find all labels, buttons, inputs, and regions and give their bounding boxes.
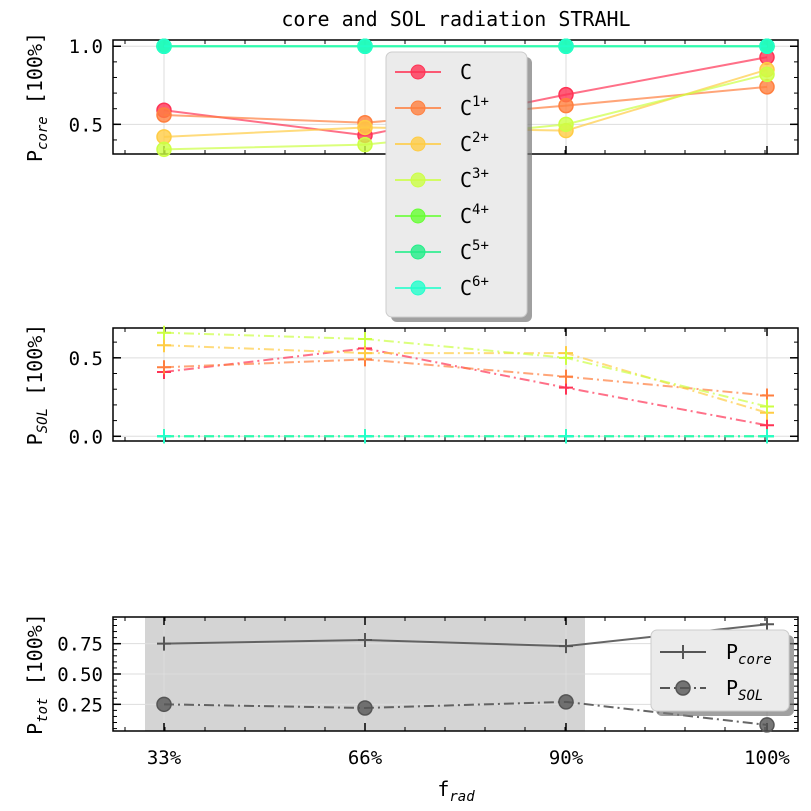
legend-entry-tot-1: PSOL	[726, 676, 763, 704]
legend-entry-5: C5+	[460, 238, 489, 264]
axes-frame	[112, 327, 799, 442]
x-tick-label-1: 66%	[348, 747, 383, 769]
point-core-6-1	[357, 38, 373, 54]
point-SOL-1-0	[157, 360, 171, 375]
point-core-3-1	[357, 136, 373, 153]
legend-tot: Pcore PSOL	[650, 629, 794, 716]
y-tick-label-tot-2: 0.75	[57, 634, 103, 656]
point-core-2-1	[357, 119, 373, 136]
point-core-3-0	[156, 141, 172, 158]
legend-core: C C1+ C2+ C3+ C4+ C5+ C6+	[385, 51, 532, 322]
y-tick-label-tot-0: 0.25	[57, 694, 103, 716]
point-SOL-6-0	[157, 429, 171, 444]
point-tot-0-3	[760, 617, 774, 632]
y-tick-label-core-1: 1.0	[69, 36, 103, 58]
point-core-6-2	[558, 38, 574, 54]
x-tick-label-3: 100%	[744, 747, 790, 769]
panel-SOL: 0.0 0.5 PSOL [100%]	[23, 324, 799, 448]
y-axis-label-tot: Ptot [100%]	[23, 613, 51, 735]
point-SOL-3-2	[559, 350, 573, 365]
point-core-1-0	[156, 107, 172, 123]
legend-entry-2: C2+	[460, 130, 489, 156]
point-tot-1-3	[759, 717, 775, 733]
y-tick-label-core-0: 0.5	[69, 114, 103, 136]
y-axis-label-core: Pcore [100%]	[23, 32, 51, 162]
series-line-SOL-1	[163, 358, 768, 397]
legend-entry-6: C6+	[460, 274, 489, 300]
x-tick-label-0: 33%	[147, 747, 182, 769]
series-line-SOL-0	[163, 347, 768, 427]
svg-text:Pcore [100%]: Pcore [100%]	[23, 32, 51, 162]
y-tick-label-SOL-1: 0.5	[69, 348, 103, 370]
point-SOL-2-0	[157, 338, 171, 353]
point-SOL-6-2	[559, 429, 573, 444]
point-tot-0-0	[157, 636, 171, 651]
svg-text:Ptot [100%]: Ptot [100%]	[23, 613, 51, 735]
legend-entry-tot-0: Pcore	[726, 640, 772, 668]
point-SOL-3-0	[157, 325, 171, 340]
chart-title: core and SOL radiation STRAHL	[281, 7, 630, 31]
point-tot-0-2	[559, 639, 573, 654]
point-core-3-3	[759, 66, 775, 83]
point-core-6-3	[759, 38, 775, 54]
point-SOL-6-1	[358, 429, 372, 444]
point-core-6-0	[156, 38, 172, 54]
legend-entry-0: C	[460, 60, 472, 84]
point-tot-0-1	[358, 633, 372, 648]
series-line-SOL-2	[163, 344, 768, 414]
svg-text:PSOL [100%]: PSOL [100%]	[23, 324, 51, 446]
point-SOL-2-1	[358, 346, 372, 361]
point-tot-1-0	[156, 696, 172, 713]
point-SOL-3-3	[760, 399, 774, 414]
legend-entry-3: C3+	[460, 166, 489, 192]
legend-box-tot	[650, 629, 790, 712]
x-axis-label: frad	[437, 777, 475, 805]
legend-entry-4: C4+	[460, 202, 489, 228]
point-SOL-1-2	[559, 369, 573, 384]
legend-box	[385, 51, 528, 318]
point-SOL-3-1	[358, 331, 372, 346]
point-tot-1-1	[357, 700, 373, 716]
point-SOL-6-3	[760, 429, 774, 444]
point-tot-1-2	[558, 694, 574, 710]
x-tick-label-2: 90%	[549, 747, 584, 769]
y-tick-label-tot-1: 0.50	[57, 664, 103, 686]
y-tick-label-SOL-0: 0.0	[69, 426, 103, 448]
series-line-SOL-3	[163, 331, 768, 408]
y-axis-label-SOL: PSOL [100%]	[23, 324, 51, 446]
panel-core: 0.5 1.0 Pcore [100%]	[23, 32, 799, 162]
point-core-1-2	[558, 97, 574, 114]
point-core-3-2	[558, 116, 574, 133]
legend-entry-1: C1+	[460, 94, 489, 120]
